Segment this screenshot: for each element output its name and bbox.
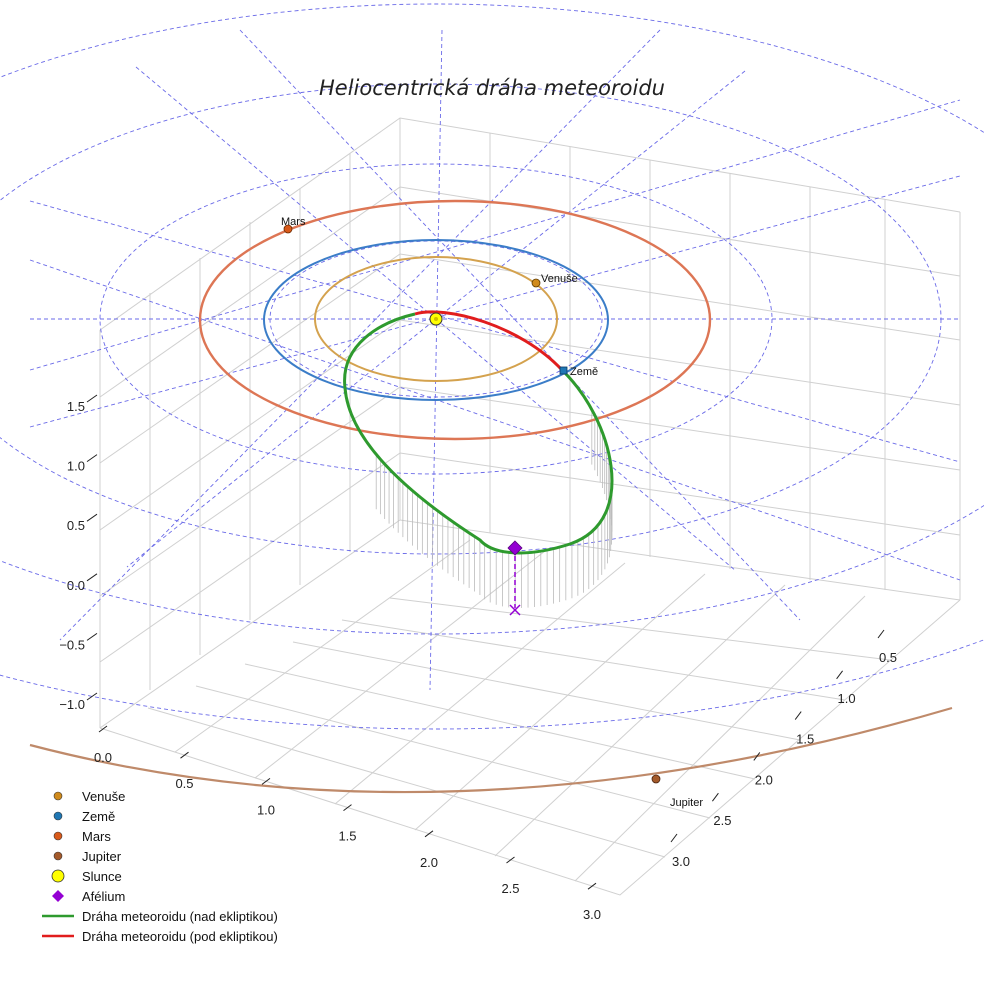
legend-label: Dráha meteoroidu (nad ekliptikou) — [82, 908, 278, 924]
venus-marker — [531, 278, 541, 288]
legend-label: Venuše — [82, 788, 126, 804]
legend-marker-dot — [40, 826, 76, 846]
z-axis-tick-label: 0.5 — [67, 518, 85, 533]
legend-label: Dráha meteoroidu (pod ekliptikou) — [82, 928, 278, 944]
earth-marker — [559, 366, 568, 375]
jupiter-label: Jupiter — [670, 797, 703, 809]
y-axis-tick-mark — [877, 629, 885, 639]
y-axis-tick-mark — [753, 752, 761, 761]
z-axis-tick-label: −1.0 — [59, 697, 85, 712]
z-axis-tick-mark — [86, 513, 98, 522]
z-axis-tick-mark — [86, 573, 98, 582]
x-axis-tick-mark — [180, 751, 189, 759]
x-axis-tick-label: 0.5 — [175, 776, 193, 791]
legend-marker-dot — [40, 786, 76, 806]
x-axis-tick-mark — [424, 830, 434, 838]
y-axis-tick-label: 2.0 — [755, 772, 773, 787]
legend-item: Dráha meteoroidu (nad ekliptikou) — [40, 906, 340, 926]
y-axis-tick-label: 2.5 — [713, 813, 731, 828]
z-axis-tick-mark — [86, 394, 98, 403]
box-grid — [99, 117, 961, 896]
box-floor-front — [99, 599, 961, 896]
drop-lines — [375, 409, 613, 608]
z-axis-tick-mark — [86, 454, 98, 463]
jupiter-marker — [651, 774, 661, 784]
legend: Venuše Země Mars Jupiter Slunce Afélium Dráha … — [40, 786, 340, 946]
y-axis-ticks: 0.5 1.0 1.5 2.0 2.5 3.0 — [670, 629, 897, 869]
legend-label: Mars — [82, 828, 111, 844]
x-axis-tick-mark — [587, 882, 597, 890]
venus-label: Venuše — [541, 273, 578, 285]
x-axis-tick-label: 1.5 — [338, 829, 356, 844]
earth-orbit — [263, 239, 609, 401]
legend-label: Země — [82, 808, 116, 824]
jupiter-orbit — [29, 706, 953, 794]
legend-marker-dot — [40, 806, 76, 826]
y-axis-tick-mark — [670, 833, 678, 843]
x-axis-tick-mark — [506, 856, 515, 864]
x-axis-tick-mark — [343, 804, 352, 811]
y-axis-tick-mark — [712, 792, 719, 802]
legend-marker-line — [40, 906, 76, 926]
y-axis-tick-label: 1.0 — [838, 691, 856, 706]
box-back-edge — [99, 117, 961, 331]
x-axis-tick-mark — [98, 725, 108, 733]
aphelion-projection-marker — [509, 604, 521, 616]
earth-label: Země — [570, 366, 598, 378]
x-axis-tick-mark — [261, 778, 271, 785]
z-axis-tick-label: 1.5 — [67, 399, 85, 414]
legend-item: Dráha meteoroidu (pod ekliptikou) — [40, 926, 340, 946]
legend-item: Venuše — [40, 786, 340, 806]
legend-item: Mars — [40, 826, 340, 846]
z-axis-tick-mark — [86, 632, 98, 641]
legend-item: Afélium — [40, 886, 340, 906]
z-axis-tick-mark — [86, 692, 98, 701]
y-axis-tick-label: 0.5 — [879, 650, 897, 665]
chart-title: Heliocentrická dráha meteoroidu — [319, 76, 665, 100]
x-axis-tick-label: 2.0 — [420, 855, 438, 870]
y-axis-tick-mark — [836, 670, 843, 680]
y-axis-tick-mark — [794, 711, 802, 720]
z-axis-tick-label: −0.5 — [59, 637, 85, 652]
legend-marker-diamond — [40, 886, 76, 906]
x-axis-ticks: 0.0 0.5 1.0 1.5 2.0 2.5 3.0 — [94, 725, 601, 922]
legend-marker-sun — [40, 866, 76, 886]
z-axis-tick-label: 0.0 — [67, 578, 85, 593]
x-axis-tick-label: 2.5 — [501, 881, 519, 896]
x-axis-tick-label: 0.0 — [94, 750, 112, 765]
legend-label: Slunce — [82, 868, 122, 884]
mars-orbit — [198, 199, 712, 441]
mars-label: Mars — [281, 216, 306, 228]
z-axis-tick-label: 1.0 — [67, 459, 85, 474]
meteoroid-orbit-above — [343, 312, 614, 555]
legend-marker-line — [40, 926, 76, 946]
legend-item: Země — [40, 806, 340, 826]
legend-item: Jupiter — [40, 846, 340, 866]
legend-marker-dot — [40, 846, 76, 866]
z-axis-ticks: −1.0 −0.5 0.0 0.5 1.0 1.5 — [59, 394, 98, 712]
y-axis-tick-label: 1.5 — [796, 732, 814, 747]
mars-marker — [283, 224, 293, 234]
venus-orbit — [314, 256, 558, 382]
x-axis-tick-label: 3.0 — [583, 907, 601, 922]
aphelion-marker — [507, 540, 523, 556]
legend-item: Slunce — [40, 866, 340, 886]
legend-label: Afélium — [82, 888, 126, 904]
meteoroid-orbit-below — [414, 310, 564, 372]
y-axis-tick-label: 3.0 — [672, 854, 690, 869]
x-axis-tick-label: 1.0 — [257, 802, 275, 817]
polar-grid — [0, 3, 984, 730]
legend-label: Jupiter — [82, 848, 122, 864]
sun-core — [434, 317, 438, 321]
